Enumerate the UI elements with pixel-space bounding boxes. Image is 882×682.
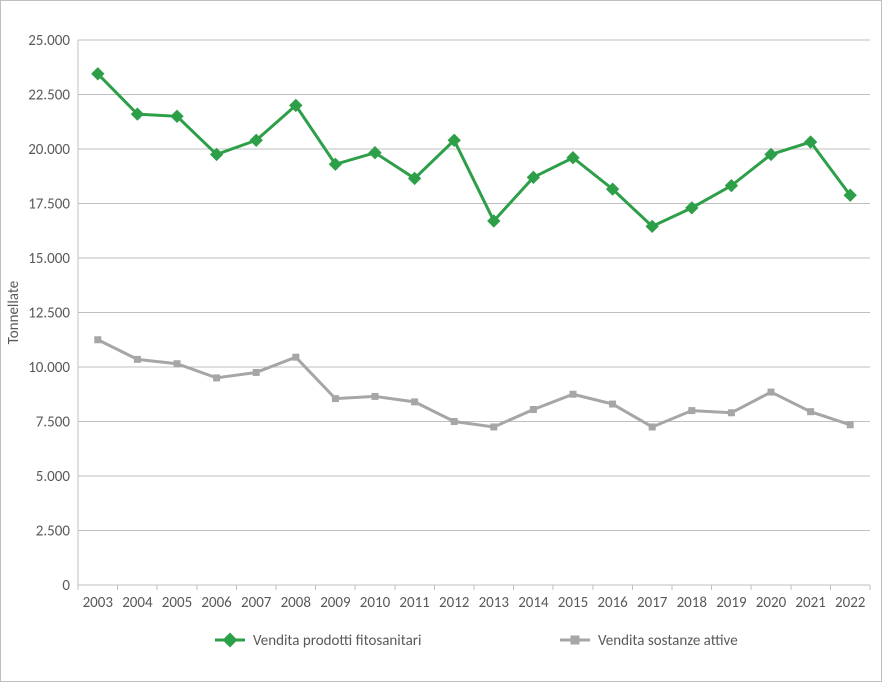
- x-tick-label: 2005: [162, 594, 192, 612]
- legend-label: Vendita sostanze attive: [598, 632, 738, 650]
- x-tick-label: 2014: [518, 594, 549, 612]
- y-tick-label: 5.000: [36, 468, 71, 486]
- x-tick-label: 2020: [756, 594, 787, 612]
- square-marker: [332, 395, 339, 402]
- y-tick-label: 25.000: [28, 32, 70, 50]
- square-marker: [530, 406, 537, 413]
- legend-label: Vendita prodotti fitosanitari: [253, 632, 421, 650]
- y-tick-label: 20.000: [28, 141, 70, 159]
- x-tick-label: 2019: [716, 594, 747, 612]
- y-tick-label: 22.500: [28, 87, 70, 105]
- x-tick-label: 2022: [835, 594, 865, 612]
- y-axis-label: Tonnellate: [5, 281, 23, 344]
- y-tick-label: 17.500: [28, 196, 70, 214]
- square-marker: [134, 356, 141, 363]
- square-marker: [768, 389, 775, 396]
- square-marker: [570, 391, 577, 398]
- y-tick-label: 12.500: [28, 305, 70, 323]
- line-chart: 0 2.500 5.000 7.500 10.000 12.500 15.000 17.500…: [0, 0, 882, 682]
- x-tick-label: 2016: [597, 594, 628, 612]
- x-tick-label: 2004: [122, 594, 153, 612]
- x-tick-label: 2013: [479, 594, 510, 612]
- x-tick-label: 2017: [637, 594, 668, 612]
- square-marker: [253, 369, 260, 376]
- x-tick-label: 2012: [439, 594, 469, 612]
- x-tick-label: 2006: [201, 594, 232, 612]
- square-marker: [807, 408, 814, 415]
- square-marker: [847, 421, 854, 428]
- x-tick-label: 2008: [281, 594, 311, 612]
- chart-border: [1, 1, 882, 682]
- series-line-1: [98, 340, 850, 427]
- square-marker: [292, 354, 299, 361]
- square-marker: [451, 418, 458, 425]
- y-tick-label: 0: [62, 577, 70, 595]
- square-marker: [728, 409, 735, 416]
- square-marker: [649, 423, 656, 430]
- y-tick-label: 2.500: [36, 523, 71, 541]
- legend-square-icon: [571, 636, 580, 645]
- square-marker: [490, 423, 497, 430]
- legend-diamond-icon: [223, 633, 238, 648]
- x-tick-label: 2015: [558, 594, 588, 612]
- x-tick-label: 2018: [677, 594, 707, 612]
- y-tick-label: 15.000: [28, 250, 70, 268]
- square-marker: [411, 398, 418, 405]
- x-tick-label: 2003: [83, 594, 114, 612]
- square-marker: [174, 360, 181, 367]
- square-marker: [688, 407, 695, 414]
- y-tick-label: 10.000: [28, 359, 70, 377]
- x-tick-label: 2011: [399, 594, 429, 612]
- y-tick-label: 7.500: [36, 414, 71, 432]
- x-tick-label: 2009: [320, 594, 351, 612]
- square-marker: [94, 336, 101, 343]
- chart-container: 0 2.500 5.000 7.500 10.000 12.500 15.000 17.500…: [0, 0, 882, 682]
- square-marker: [213, 374, 220, 381]
- x-tick-label: 2021: [795, 594, 825, 612]
- square-marker: [372, 393, 379, 400]
- x-tick-label: 2010: [360, 594, 391, 612]
- square-marker: [609, 401, 616, 408]
- x-tick-label: 2007: [241, 594, 272, 612]
